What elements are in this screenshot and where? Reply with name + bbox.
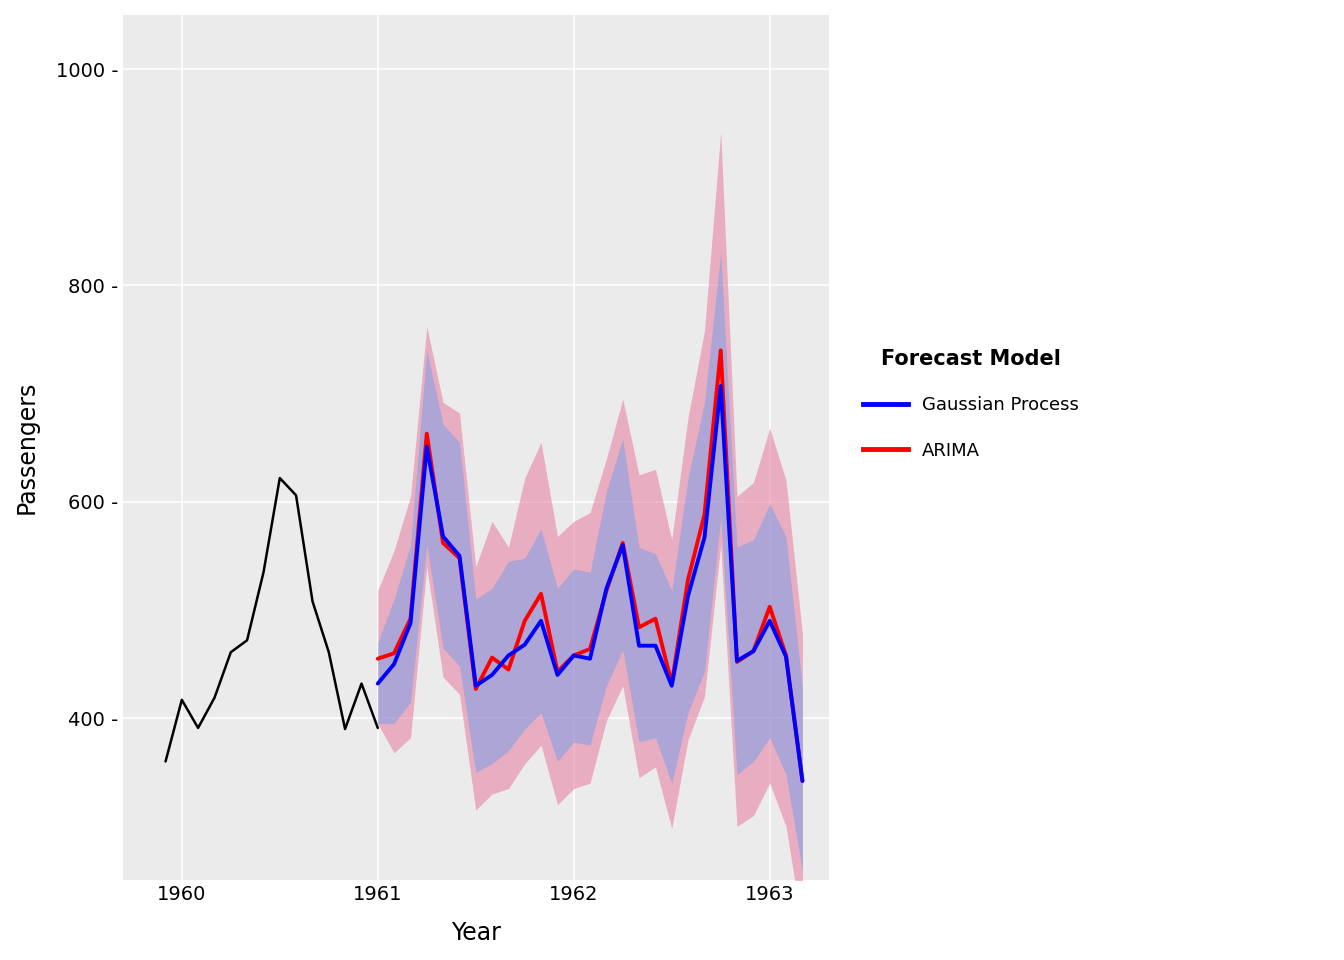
X-axis label: Year: Year [450,921,501,945]
Y-axis label: Passengers: Passengers [15,381,39,515]
Legend: Gaussian Process, ARIMA: Gaussian Process, ARIMA [844,331,1097,478]
